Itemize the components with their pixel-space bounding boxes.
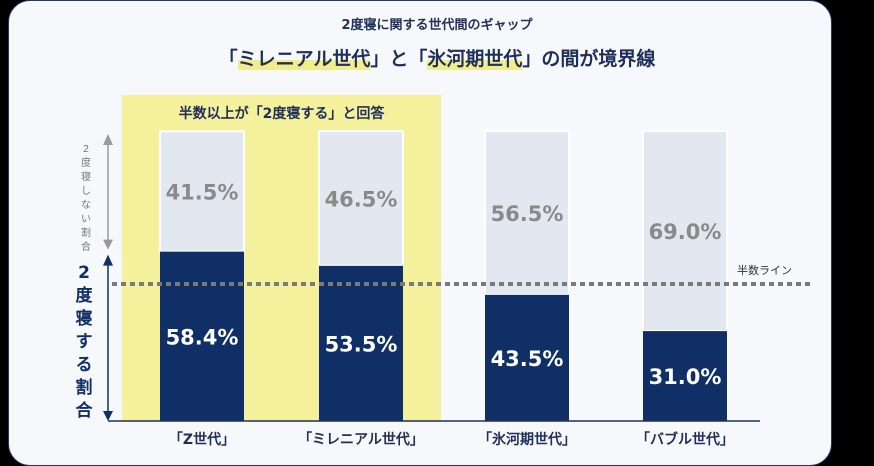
bar-segment-sleep <box>160 251 244 421</box>
not-sleep-axis-label-char: 割 <box>81 226 91 239</box>
data-label-not-sleep: 69.0% <box>649 220 722 244</box>
highlight-label: 半数以上が「2度寝する」と回答 <box>179 105 386 122</box>
bar-segment-sleep <box>319 265 403 421</box>
not-sleep-axis-label-char: し <box>81 185 91 197</box>
not-sleep-arrow-down-icon <box>103 239 113 250</box>
sleep-axis-label-char: す <box>76 332 93 352</box>
sleep-arrow-up-icon <box>103 254 113 266</box>
category-label: 「氷河期世代」 <box>478 431 576 448</box>
half-line-label: 半数ライン <box>737 263 792 277</box>
data-label-not-sleep: 56.5% <box>491 202 564 226</box>
data-label-sleep: 53.5% <box>325 332 398 356</box>
title-prefix: 「 <box>218 48 238 70</box>
category-label: 「Z世代」 <box>169 431 235 448</box>
not-sleep-axis-label-char: 度 <box>81 156 91 169</box>
bar-segment-not-sleep <box>484 130 570 296</box>
data-label-not-sleep: 41.5% <box>166 180 239 204</box>
data-label-not-sleep: 46.5% <box>325 187 398 211</box>
data-label-sleep: 43.5% <box>491 347 564 371</box>
bar-segment-sleep <box>485 294 569 421</box>
not-sleep-axis-label-char: 2 <box>83 144 89 155</box>
sleep-arrow-down-icon <box>103 411 113 421</box>
not-sleep-axis-label-char: 寝 <box>81 170 91 183</box>
bar-segment-not-sleep <box>159 130 245 253</box>
data-label-sleep: 31.0% <box>649 365 722 389</box>
bar-segment-not-sleep <box>318 130 404 267</box>
title-middle: 」と「 <box>370 48 428 70</box>
bar-segment-sleep <box>643 331 727 421</box>
chart-subtitle: 2度寝に関する世代間のギャップ <box>341 18 533 33</box>
not-sleep-arrow-up-icon <box>103 134 113 145</box>
sleep-axis-label-char: 割 <box>76 377 93 398</box>
sleep-axis-label-char: 2 <box>78 263 90 283</box>
sleep-axis-label-char: る <box>76 355 93 375</box>
sleep-axis-label-char: 度 <box>76 285 94 306</box>
category-label: 「バブル世代」 <box>636 431 734 448</box>
not-sleep-axis-label-char: 合 <box>81 240 91 253</box>
title-highlight-icegen: 氷河期世代 <box>427 48 523 70</box>
title-highlight-millennial: ミレニアル世代 <box>237 48 371 70</box>
category-label: 「ミレニアル世代」 <box>298 431 424 448</box>
not-sleep-axis-label-char: い <box>81 214 91 225</box>
chart-title: 「ミレニアル世代」と「氷河期世代」の間が境界線 <box>0 44 874 71</box>
data-label-sleep: 58.4% <box>166 325 239 349</box>
not-sleep-axis-label-char: な <box>81 199 91 211</box>
title-suffix: 」の間が境界線 <box>522 48 656 70</box>
sleep-axis-label-char: 合 <box>76 400 94 421</box>
sleep-axis-label-char: 寝 <box>76 308 93 329</box>
